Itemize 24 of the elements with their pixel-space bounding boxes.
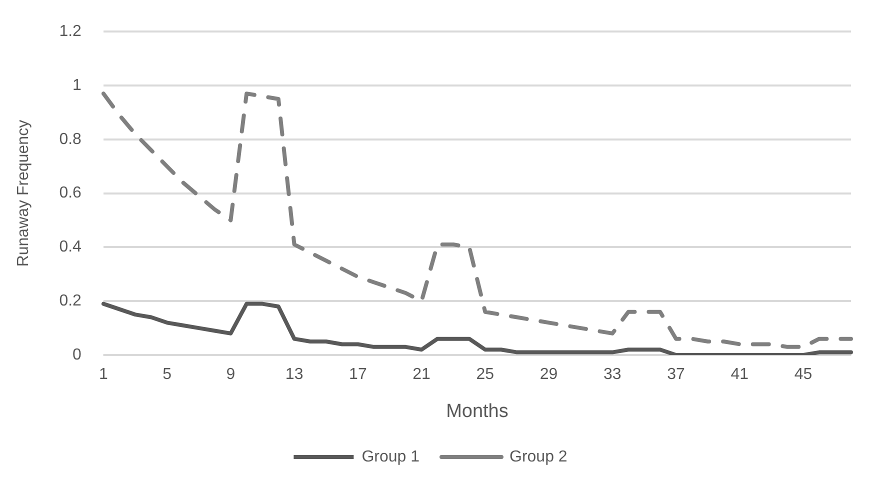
legend-label: Group 2: [510, 448, 568, 466]
x-tick-label: 5: [162, 366, 172, 384]
x-tick-label: 1: [98, 366, 108, 384]
x-tick-label: 25: [476, 366, 494, 384]
x-tick-label: 17: [349, 366, 367, 384]
x-tick-label: 33: [604, 366, 622, 384]
x-tick-label: 13: [285, 366, 304, 384]
y-tick-label: 1.2: [59, 23, 82, 40]
y-axis-title: Runaway Frequency: [15, 120, 32, 267]
x-tick-label: 41: [730, 366, 749, 384]
x-axis-title: Months: [446, 400, 508, 422]
x-tick-label: 9: [226, 366, 236, 384]
y-tick-label: 0: [72, 346, 82, 364]
y-tick-label: 0.8: [59, 130, 82, 148]
x-tick-label: 37: [667, 366, 686, 384]
x-tick-label: 45: [794, 366, 812, 384]
x-tick-label: 21: [412, 366, 431, 384]
x-tick-label: 29: [540, 366, 558, 384]
y-tick-label: 1: [72, 76, 82, 94]
y-tick-label: 0.6: [59, 184, 82, 202]
line-series: [101, 92, 853, 349]
y-tick-label: 0.2: [59, 292, 82, 310]
y-tick-label: 0.4: [59, 238, 82, 256]
legend-label: Group 1: [362, 448, 420, 466]
